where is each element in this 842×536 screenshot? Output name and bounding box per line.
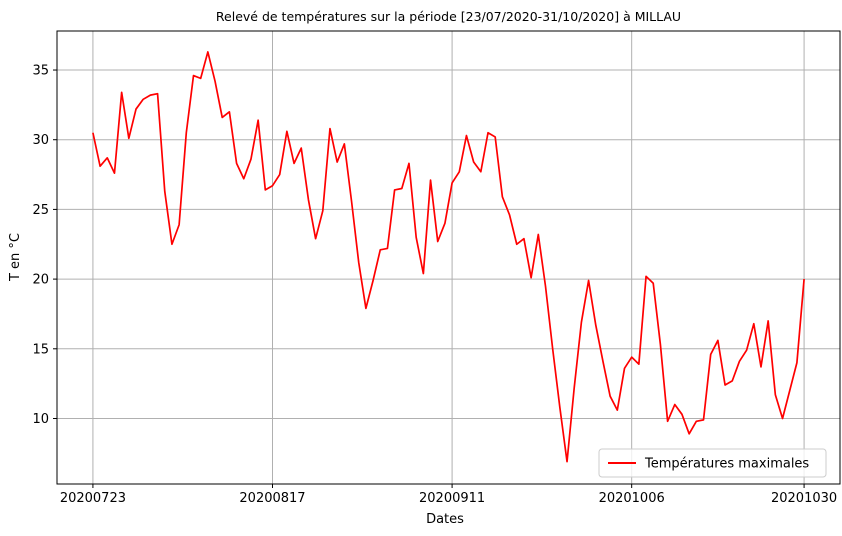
y-axis-label: T en °C bbox=[8, 233, 23, 282]
x-tick-label: 20200817 bbox=[239, 491, 305, 506]
y-tick-label: 35 bbox=[32, 64, 49, 79]
grid-lines bbox=[57, 31, 840, 484]
legend-box bbox=[598, 448, 827, 478]
x-tick-label: 20200723 bbox=[60, 491, 126, 506]
series-line-temperatures-maximales bbox=[92, 51, 805, 463]
legend: Températures maximales bbox=[598, 448, 827, 478]
y-tick-label: 25 bbox=[32, 203, 49, 218]
y-tick-label: 20 bbox=[32, 273, 49, 288]
ticks: 20200723 20200817 20200911 20201006 20201030… bbox=[32, 64, 837, 506]
y-tick-label: 15 bbox=[32, 342, 49, 357]
y-tick-label: 30 bbox=[32, 133, 49, 148]
x-tick-label: 20201030 bbox=[771, 491, 837, 506]
x-tick-label: 20200911 bbox=[419, 491, 485, 506]
series-layer bbox=[92, 51, 805, 463]
plot-area-frame bbox=[56, 30, 841, 485]
y-tick-label: 10 bbox=[32, 412, 49, 427]
chart-title: Relevé de températures sur la période [2… bbox=[216, 9, 681, 24]
legend-label: Températures maximales bbox=[644, 457, 809, 472]
x-axis-label: Dates bbox=[426, 512, 464, 527]
x-tick-label: 20201006 bbox=[599, 491, 665, 506]
